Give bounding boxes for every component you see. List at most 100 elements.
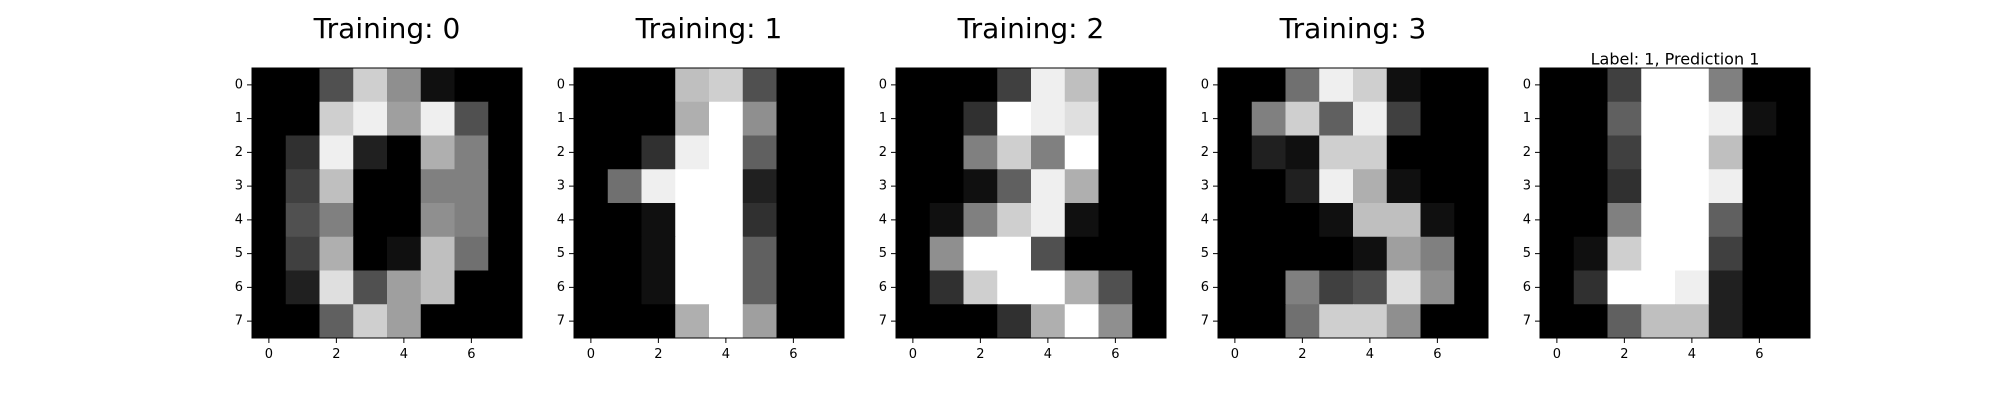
- pixel-cell: [1132, 101, 1167, 136]
- y-tick-label: 3: [557, 179, 565, 194]
- pixel-cell: [1607, 169, 1642, 204]
- y-tick-label: 0: [235, 77, 243, 92]
- pixel-cell: [675, 270, 710, 305]
- pixel-cell: [997, 135, 1032, 170]
- pixel-cell: [776, 304, 811, 339]
- pixel-cell: [1064, 236, 1099, 271]
- pixel-cell: [742, 68, 777, 103]
- pixel-cell: [1132, 68, 1167, 103]
- pixel-cell: [1607, 270, 1642, 305]
- y-tick-label: 1: [1201, 111, 1209, 126]
- pixel-cell: [1386, 68, 1421, 103]
- pixel-cell: [742, 236, 777, 271]
- pixel-cell: [574, 236, 609, 271]
- axes-frame: [251, 67, 523, 339]
- pixel-cell: [1353, 236, 1388, 271]
- x-tick-label: 0: [1231, 347, 1239, 362]
- x-tick-label: 4: [1366, 347, 1374, 362]
- pixel-cell: [1251, 236, 1286, 271]
- pixel-cell: [997, 101, 1032, 136]
- pixel-cell: [1641, 304, 1676, 339]
- pixel-cell: [1353, 68, 1388, 103]
- pixel-cell: [1098, 236, 1133, 271]
- pixel-cell: [454, 135, 489, 170]
- pixel-cell: [1641, 203, 1676, 238]
- pixel-cell: [1573, 135, 1608, 170]
- pixel-cell: [1573, 68, 1608, 103]
- y-tick-label: 0: [879, 77, 887, 92]
- pixel-cell: [709, 101, 744, 136]
- pixel-cell: [776, 68, 811, 103]
- pixel-cell: [1064, 169, 1099, 204]
- pixel-cell: [454, 236, 489, 271]
- y-tick-label: 6: [879, 280, 887, 295]
- pixel-cell: [963, 304, 998, 339]
- pixel-cell: [488, 101, 523, 136]
- pixel-cell: [574, 304, 609, 339]
- pixel-cell: [1776, 203, 1811, 238]
- pixel-cell: [1031, 270, 1066, 305]
- pixel-cell: [1573, 101, 1608, 136]
- pixel-cell: [810, 270, 845, 305]
- pixel-cell: [353, 236, 388, 271]
- pixel-cell: [1251, 135, 1286, 170]
- pixel-cell: [1742, 135, 1777, 170]
- pixel-cell: [1607, 68, 1642, 103]
- pixel-cell: [810, 169, 845, 204]
- pixel-cell: [675, 203, 710, 238]
- pixel-cell: [709, 304, 744, 339]
- pixel-cell: [929, 169, 964, 204]
- pixel-cell: [1420, 203, 1455, 238]
- pixel-cell: [709, 135, 744, 170]
- pixel-cell: [1675, 135, 1710, 170]
- pixel-cell: [1251, 270, 1286, 305]
- y-tick-label: 7: [1523, 314, 1531, 329]
- pixel-cell: [1251, 203, 1286, 238]
- x-tick-label: 2: [1298, 347, 1306, 362]
- pixel-cell: [1607, 101, 1642, 136]
- pixel-cell: [1454, 135, 1489, 170]
- y-tick-label: 2: [879, 145, 887, 160]
- pixel-cell: [1319, 304, 1354, 339]
- y-tick-label: 7: [1201, 314, 1209, 329]
- x-tick-label: 2: [976, 347, 984, 362]
- y-tick-label: 4: [557, 212, 565, 227]
- panel-title: Training: 3: [1279, 12, 1427, 45]
- pixel-cell: [675, 135, 710, 170]
- pixel-cell: [810, 304, 845, 339]
- y-tick-label: 7: [879, 314, 887, 329]
- pixel-cell: [1641, 270, 1676, 305]
- y-tick-label: 7: [235, 314, 243, 329]
- pixel-cell: [1064, 68, 1099, 103]
- pixel-cell: [285, 101, 320, 136]
- pixel-cell: [1285, 68, 1320, 103]
- pixel-cell: [252, 304, 287, 339]
- pixel-cell: [420, 135, 455, 170]
- x-tick-label: 6: [1111, 347, 1119, 362]
- pixel-cell: [641, 101, 676, 136]
- pixel-cell: [742, 304, 777, 339]
- pixel-cell: [997, 236, 1032, 271]
- y-tick-label: 1: [235, 111, 243, 126]
- pixel-cell: [1098, 101, 1133, 136]
- pixel-cell: [1319, 270, 1354, 305]
- pixel-cell: [1540, 236, 1575, 271]
- pixel-cell: [1420, 236, 1455, 271]
- pixel-cell: [963, 101, 998, 136]
- pixel-cell: [1386, 169, 1421, 204]
- pixel-cell: [675, 169, 710, 204]
- pixel-cell: [896, 169, 931, 204]
- pixel-cell: [1776, 169, 1811, 204]
- pixel-cell: [641, 68, 676, 103]
- pixel-cell: [1742, 203, 1777, 238]
- pixel-cell: [1573, 304, 1608, 339]
- pixel-cell: [776, 135, 811, 170]
- pixel-cell: [387, 270, 422, 305]
- pixel-cell: [709, 169, 744, 204]
- digit-panel-1: Training: 1 0 1 2 3 4 5 6 7 0 2 4 6: [557, 12, 845, 362]
- pixel-cell: [997, 169, 1032, 204]
- pixel-cell: [1776, 101, 1811, 136]
- y-tick-label: 4: [235, 212, 243, 227]
- y-tick-label: 3: [235, 179, 243, 194]
- pixel-cell: [319, 236, 354, 271]
